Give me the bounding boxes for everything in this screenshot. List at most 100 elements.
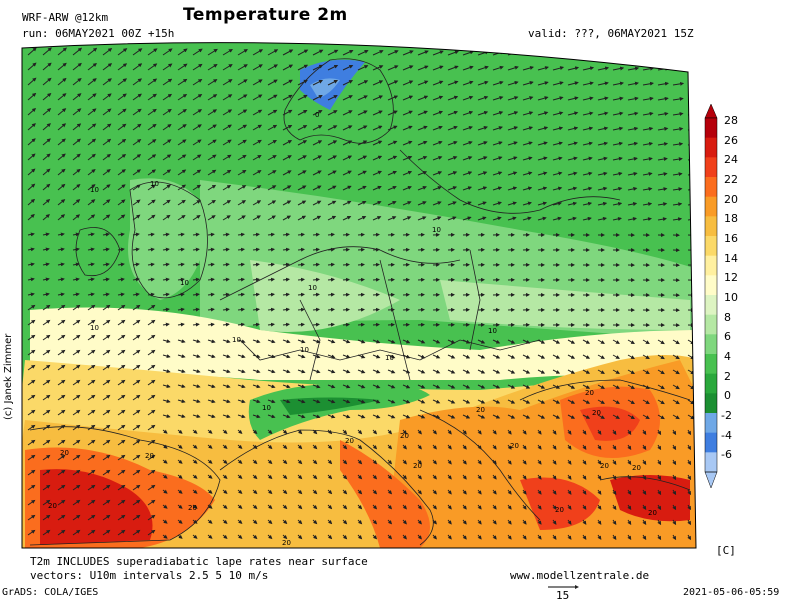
wind-vector	[328, 309, 334, 310]
wind-vector	[553, 52, 563, 55]
colorbar-swatch	[705, 118, 717, 138]
wind-vector	[373, 235, 379, 236]
wind-vector	[688, 99, 698, 100]
wind-vector	[298, 249, 304, 250]
colorbar-swatch	[705, 315, 717, 335]
wind-vector	[358, 235, 364, 236]
wind-vector	[253, 279, 259, 280]
wind-vector	[373, 250, 379, 251]
wind-vector	[313, 249, 319, 250]
wind-vector	[283, 264, 289, 265]
wind-vector	[373, 280, 379, 281]
colorbar-swatch	[705, 138, 717, 158]
wind-vector	[283, 294, 289, 295]
isotherm-label: 10	[90, 324, 99, 332]
wind-vector	[688, 69, 698, 71]
colorbar-tick-label: 28	[724, 114, 738, 127]
colorbar-swatch	[705, 354, 717, 374]
colorbar-swatch	[705, 256, 717, 276]
colorbar-swatch	[705, 177, 717, 197]
wind-vector	[598, 53, 608, 55]
isotherm-label: 0	[315, 111, 319, 119]
colorbar-tick-label: 16	[724, 232, 738, 245]
wind-vector	[358, 250, 364, 251]
wind-vector	[283, 309, 289, 310]
wind-vector	[253, 249, 259, 250]
unit-label: [C]	[716, 544, 736, 557]
wind-vector	[568, 52, 578, 55]
wind-vector	[373, 325, 379, 326]
footer-note-1: T2m INCLUDES superadiabatic lape rates n…	[30, 555, 368, 568]
colorbar-tick-label: -6	[721, 448, 732, 461]
wind-vector	[268, 324, 274, 325]
colorbar-tick-label: 22	[724, 173, 738, 186]
isotherm-label: 10	[90, 186, 99, 194]
isotherm-label: 10	[308, 284, 317, 292]
wind-vector	[373, 310, 379, 311]
timestamp-label: 2021-05-06-05:59	[683, 587, 779, 598]
wind-vector	[658, 53, 669, 55]
valid-label: valid: ???, 06MAY2021 15Z	[528, 27, 694, 40]
isotherm-label: 20	[400, 432, 409, 440]
isotherm-label: 20	[145, 452, 154, 460]
grads-credit: GrADS: COLA/IGES	[2, 587, 98, 598]
isotherm-label: 10	[385, 354, 394, 362]
wind-vector	[328, 234, 334, 235]
colorbar-tick-label: 4	[724, 350, 731, 363]
colorbar-swatch	[705, 295, 717, 315]
wind-vector	[298, 294, 304, 295]
wind-vector	[283, 249, 289, 250]
wind-vector	[538, 52, 548, 55]
wind-vector	[343, 235, 349, 236]
isotherm-label: 20	[345, 437, 354, 445]
isotherm-label: 10	[232, 336, 241, 344]
isotherm-label: 20	[510, 442, 519, 450]
colorbar-tick-label: -2	[721, 409, 732, 422]
wind-vector	[343, 250, 349, 251]
wind-vector	[613, 53, 623, 55]
isotherm-label: 20	[476, 406, 485, 414]
wind-vector	[628, 53, 638, 55]
colorbar-swatch	[705, 275, 717, 295]
wind-vector	[358, 325, 364, 326]
wind-vector	[523, 52, 533, 55]
colorbar-tick-label: 20	[724, 193, 738, 206]
wind-vector	[343, 295, 349, 296]
website-label: www.modellzentrale.de	[510, 569, 649, 582]
wind-vector	[358, 265, 364, 266]
isotherm-label: 20	[592, 409, 601, 417]
isotherm-label: 20	[413, 462, 422, 470]
wind-vector	[583, 53, 593, 56]
colorbar-tick-label: 18	[724, 212, 738, 225]
wind-vector	[688, 84, 698, 85]
wind-vector	[643, 53, 654, 55]
wind-vector	[313, 324, 319, 325]
colorbar-tick-label: 8	[724, 311, 731, 324]
wind-vector	[253, 294, 259, 295]
colorbar-tick-label: -4	[721, 429, 732, 442]
colorbar-swatch	[705, 197, 717, 217]
wind-vector	[313, 294, 319, 295]
isotherm-label: 20	[600, 462, 609, 470]
colorbar-swatch	[705, 393, 717, 413]
isotherm-label: 10	[262, 404, 271, 412]
wind-vector	[313, 279, 319, 280]
wind-vector	[343, 280, 349, 281]
colorbar-swatch	[705, 452, 717, 472]
wind-vector	[343, 325, 349, 326]
wind-vector	[343, 310, 349, 311]
wind-vector	[268, 264, 274, 265]
wind-vector	[298, 309, 304, 310]
wind-vector	[328, 324, 334, 325]
wind-vector	[298, 234, 304, 235]
wind-vector	[688, 114, 698, 115]
colorbar-tick-label: 10	[724, 291, 738, 304]
isotherm-label: 20	[48, 502, 57, 510]
wind-vector	[253, 264, 259, 265]
wind-vector	[298, 279, 304, 280]
colorbar-swatch	[705, 236, 717, 256]
isotherm-label: 20	[648, 509, 657, 517]
wind-vector	[268, 294, 274, 295]
